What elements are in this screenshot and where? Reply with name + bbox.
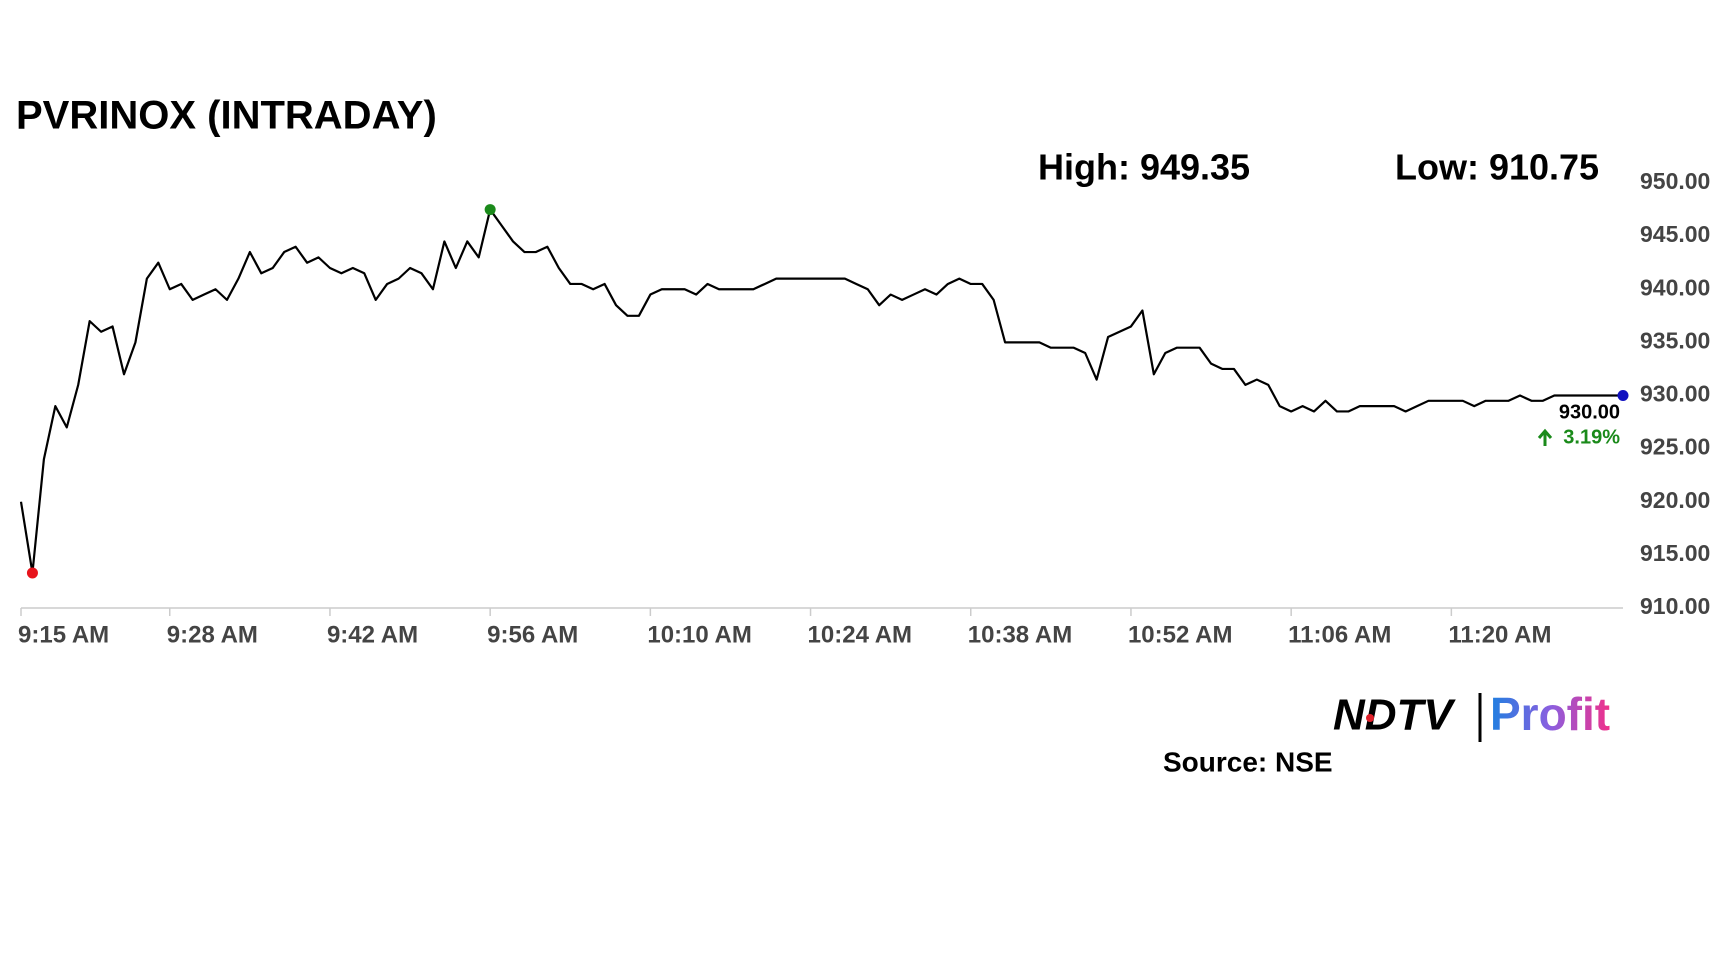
x-tick-label: 9:28 AM [167, 621, 258, 648]
up-arrow [1537, 428, 1553, 446]
high-label: High: 949.35 [1038, 147, 1250, 188]
y-tick-label: 935.00 [1640, 327, 1710, 353]
y-tick-label: 920.00 [1640, 487, 1710, 513]
logo-ndtv: NDTV [1333, 691, 1456, 740]
y-tick-label: 925.00 [1640, 434, 1710, 460]
x-tick-label: 9:15 AM [18, 621, 109, 648]
source: Source: NSE [1163, 746, 1333, 777]
low-marker [26, 567, 38, 579]
x-tick-label: 11:20 AM [1448, 621, 1551, 648]
x-tick-label: 9:56 AM [487, 621, 578, 648]
y-tick-label: 915.00 [1640, 540, 1710, 566]
y-tick-label: 940.00 [1640, 274, 1710, 300]
last-value-label: 930.00 [1559, 401, 1620, 423]
y-tick-label: 945.00 [1640, 221, 1710, 247]
high-marker [484, 204, 496, 216]
x-tick-label: 10:52 AM [1128, 621, 1232, 648]
x-tick-label: 9:42 AM [327, 621, 418, 648]
change-label: 3.19% [1563, 426, 1620, 448]
y-tick-label: 910.00 [1640, 593, 1710, 619]
low-label: Low: 910.75 [1395, 147, 1599, 188]
y-tick-label: 930.00 [1640, 381, 1710, 407]
x-tick-label: 11:06 AM [1288, 621, 1391, 648]
x-tick-label: 10:10 AM [647, 621, 751, 648]
price-line [19, 208, 1623, 575]
logo-dot [1366, 714, 1374, 722]
logo-profit: Profit [1490, 688, 1610, 740]
plot-area: 910.00 915.00 920.00 925.00 930.00 935.00 940.… [18, 168, 1710, 648]
x-tick-label: 10:38 AM [968, 621, 1072, 648]
x-tick-label: 10:24 AM [808, 621, 912, 648]
chart-title: PVRINOX (INTRADAY) [16, 94, 437, 138]
y-tick-label: 950.00 [1640, 168, 1710, 194]
last-marker [1617, 390, 1629, 401]
